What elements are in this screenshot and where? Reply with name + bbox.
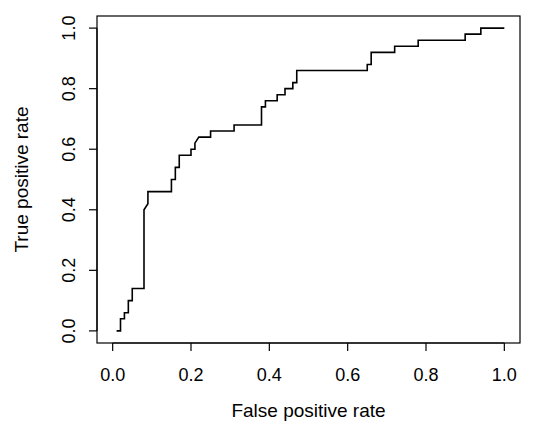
plot-area [117,28,505,331]
y-axis-line [96,28,97,331]
y-tick [89,28,97,29]
y-tick [89,149,97,150]
roc-curve [117,28,505,331]
x-tick [347,343,348,351]
y-tick-label: 0.4 [59,197,79,222]
y-tick-label: 0.0 [59,318,79,343]
x-tick-label: 0.4 [257,365,282,385]
plot-frame [97,16,520,343]
x-tick-label: 0.0 [100,365,125,385]
y-tick [89,270,97,271]
x-tick [112,343,113,351]
x-tick-label: 1.0 [492,365,517,385]
y-axis-label: True positive rate [11,106,32,252]
background [0,0,538,437]
y-tick-label: 0.6 [59,137,79,162]
x-tick-label: 0.2 [178,365,203,385]
x-tick [504,343,505,351]
y-tick-label: 1.0 [59,16,79,41]
x-tick [269,343,270,351]
x-axis-label: False positive rate [231,400,385,421]
y-tick [89,330,97,331]
x-tick [425,343,426,351]
x-tick-label: 0.6 [335,365,360,385]
y-tick [89,88,97,89]
x-tick [190,343,191,351]
x-axis-line [113,342,505,343]
x-tick-label: 0.8 [413,365,438,385]
y-tick [89,209,97,210]
y-tick-label: 0.2 [59,258,79,283]
y-tick-label: 0.8 [59,76,79,101]
chart: 0.0 0.2 0.4 0.6 0.8 1.0 0.0 0.2 0.4 0.6 0.8 1.0 Fals… [0,0,538,437]
